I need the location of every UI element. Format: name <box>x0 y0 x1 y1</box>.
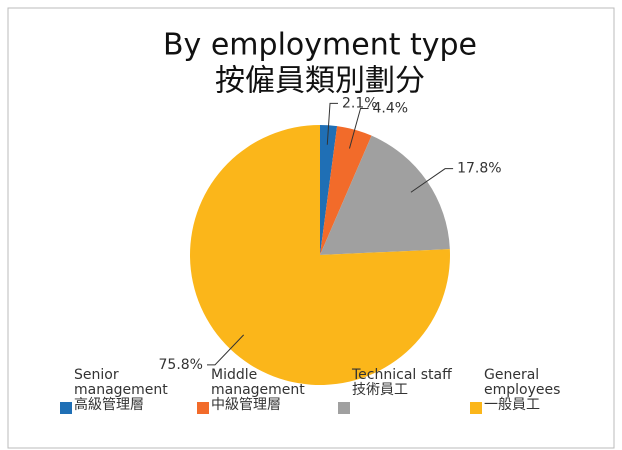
leader-line <box>410 168 454 193</box>
leader-line <box>206 334 245 366</box>
data-label: 2.1% <box>342 95 378 111</box>
data-label: 75.8% <box>159 357 203 373</box>
pie-slice <box>320 135 450 255</box>
data-label: 17.8% <box>457 161 501 177</box>
legend-label: Senior management 高級管理層 <box>74 367 168 413</box>
pie-slice <box>190 125 451 385</box>
data-label: 4.4% <box>373 101 409 117</box>
legend-swatch <box>60 402 72 414</box>
pie-slice <box>320 126 372 256</box>
legend-label: Technical staff 技術員工 <box>352 367 452 398</box>
legend-label: General employees 一般員工 <box>484 367 561 413</box>
legend-swatch <box>338 402 350 414</box>
leader-line <box>348 108 369 149</box>
chart-title: By employment type <box>163 28 477 63</box>
legend: Senior management 高級管理層 Middle management… <box>0 368 622 448</box>
leader-line <box>326 102 339 145</box>
chart-subtitle: 按僱員類別劃分 <box>215 64 425 99</box>
legend-swatch <box>470 402 482 414</box>
legend-label: Middle management 中級管理層 <box>211 367 305 413</box>
frame <box>7 7 615 449</box>
pie-slice <box>320 125 338 255</box>
legend-swatch <box>197 402 209 414</box>
